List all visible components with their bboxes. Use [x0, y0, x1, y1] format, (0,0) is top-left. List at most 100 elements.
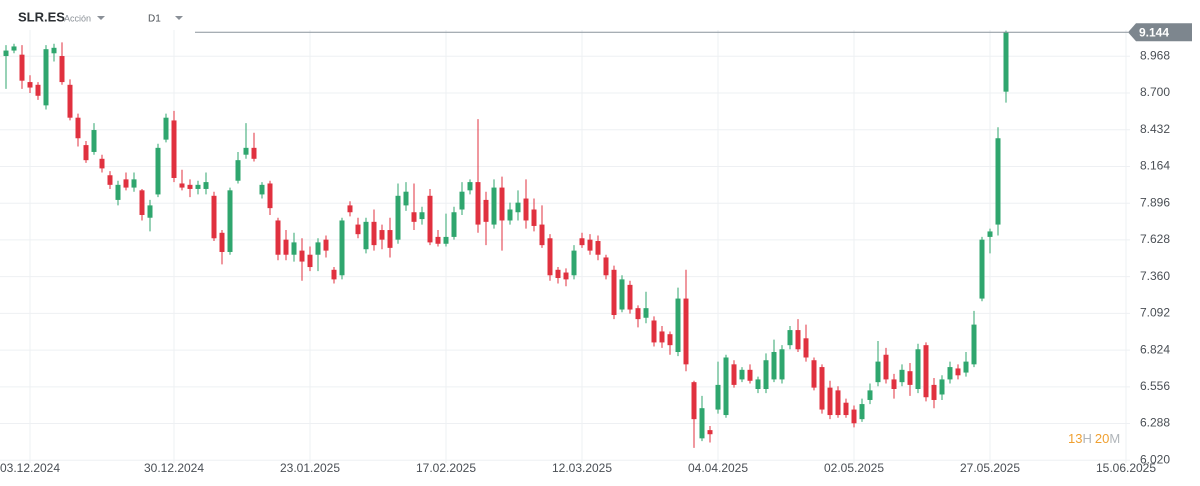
y-tick-label: 8.432	[1140, 122, 1170, 136]
y-tick-label: 7.896	[1140, 195, 1170, 209]
candle-body	[59, 56, 65, 83]
candle-body	[827, 387, 833, 416]
countdown: 13H 20M	[1068, 431, 1120, 446]
y-tick-label: 6.824	[1140, 342, 1170, 356]
x-tick-label: 17.02.2025	[416, 461, 476, 475]
candle-body	[427, 195, 433, 243]
candle-body	[99, 158, 105, 169]
candle-body	[715, 384, 721, 410]
x-tick-label: 27.05.2025	[960, 461, 1020, 475]
candle-body	[979, 239, 985, 299]
candle-body	[67, 84, 73, 118]
candle-body	[955, 368, 961, 376]
timeframe[interactable]: D1	[148, 14, 161, 25]
candle-body	[187, 184, 193, 189]
candle-body	[483, 199, 489, 222]
candle-body	[435, 236, 441, 244]
candle-body	[971, 324, 977, 365]
candle-body	[179, 183, 185, 188]
candle-body	[235, 160, 241, 181]
candle-body	[867, 390, 873, 400]
candle-body	[27, 82, 33, 88]
x-tick-label: 03.12.2024	[0, 461, 60, 475]
candle-body	[515, 202, 521, 213]
candle-body	[83, 145, 89, 161]
candle-body	[211, 195, 217, 239]
candle-body	[883, 354, 889, 380]
last-price-tag	[1128, 23, 1192, 42]
candle-body	[859, 404, 865, 420]
candle-body	[451, 212, 457, 237]
x-tick-label: 04.04.2025	[688, 461, 748, 475]
candle-body	[299, 250, 305, 262]
candle-body	[371, 221, 377, 246]
candle-body	[779, 349, 785, 380]
asset-type: Acción	[64, 13, 91, 23]
candle-body	[931, 384, 937, 400]
candle-body	[651, 320, 657, 343]
y-tick-label: 8.700	[1140, 85, 1170, 99]
candle-body	[323, 239, 329, 251]
candle-body	[579, 238, 585, 246]
candle-body	[331, 269, 337, 280]
candle-body	[11, 46, 17, 51]
candle-body	[707, 430, 713, 435]
candle-body	[699, 408, 705, 439]
y-tick-label: 7.360	[1140, 269, 1170, 283]
candle-body	[219, 232, 225, 252]
candle-body	[1003, 32, 1009, 92]
candle-body	[131, 179, 137, 188]
candle-body	[523, 198, 529, 221]
candle-body	[115, 184, 121, 200]
x-tick-label: 15.06.2025	[1096, 461, 1156, 475]
candle-body	[987, 231, 993, 237]
candle-body	[667, 334, 673, 346]
candle-body	[611, 269, 617, 316]
candle-body	[947, 367, 953, 380]
candle-body	[91, 130, 97, 152]
candle-body	[771, 352, 777, 380]
candle-body	[259, 184, 265, 195]
candle-body	[347, 205, 353, 213]
candle-body	[723, 357, 729, 416]
candle-body	[411, 212, 417, 222]
candle-body	[395, 195, 401, 240]
candle-body	[419, 212, 425, 220]
candle-body	[627, 284, 633, 310]
candle-body	[491, 187, 497, 225]
candle-body	[995, 138, 1001, 225]
candle-body	[635, 308, 641, 320]
candle-body	[475, 182, 481, 225]
candle-body	[763, 360, 769, 390]
symbol: SLR.ES	[18, 9, 65, 24]
candle-body	[51, 47, 57, 54]
candle-body	[835, 390, 841, 416]
candle-body	[35, 84, 41, 96]
candle-body	[547, 238, 553, 276]
candle-body	[675, 298, 681, 353]
candle-body	[123, 179, 129, 188]
symbol-dropdown[interactable]	[97, 16, 105, 20]
candle-body	[467, 182, 473, 191]
candle-body	[891, 379, 897, 390]
candle-body	[139, 190, 145, 215]
candle-body	[75, 117, 81, 139]
grid	[0, 30, 1130, 463]
candle-body	[155, 147, 161, 195]
candle-body	[787, 330, 793, 346]
timeframe-dropdown[interactable]	[175, 16, 183, 20]
y-tick-label: 6.288	[1140, 416, 1170, 430]
candle-body	[747, 369, 753, 381]
candle-body	[19, 54, 25, 81]
candle-body	[683, 298, 689, 365]
candle-body	[163, 117, 169, 140]
candle-body	[195, 184, 201, 189]
candle-body	[403, 191, 409, 206]
candle-body	[619, 279, 625, 310]
candle-body	[315, 242, 321, 255]
candle-body	[555, 269, 561, 279]
candle-body	[923, 345, 929, 398]
x-tick-label: 02.05.2025	[824, 461, 884, 475]
candle-body	[267, 183, 273, 209]
